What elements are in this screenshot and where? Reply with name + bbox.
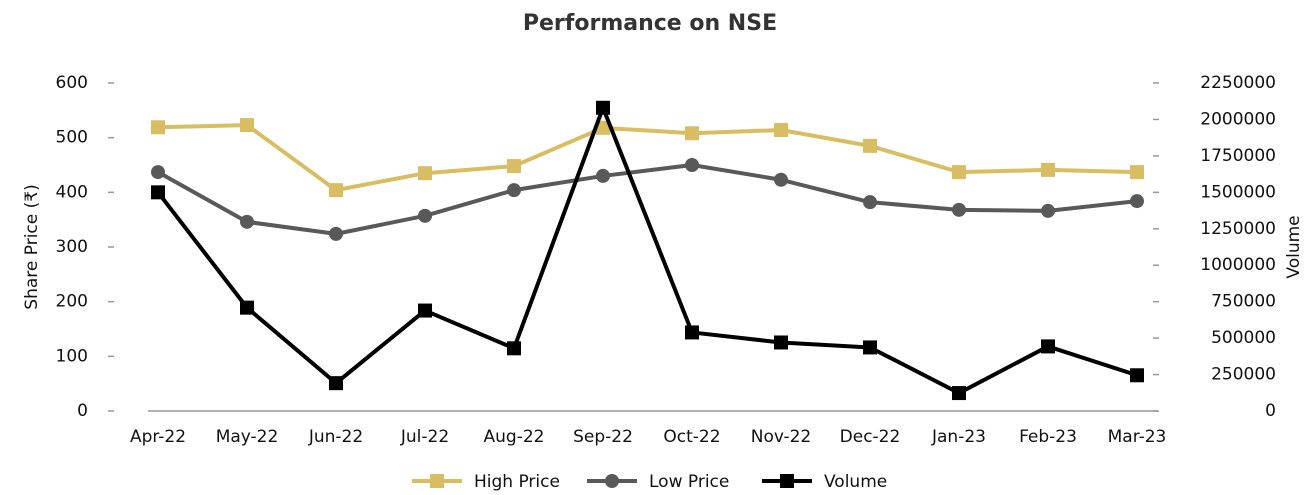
y2-tick-label: 1250000 (1200, 219, 1276, 239)
marker (1130, 368, 1144, 383)
marker (1041, 162, 1055, 177)
marker (863, 138, 877, 153)
y2-tick-label: 2000000 (1200, 109, 1276, 129)
y2-tick-label: 1000000 (1200, 255, 1276, 275)
x-tick-label: May-22 (216, 427, 279, 447)
x-tick-label: Feb-23 (1019, 427, 1077, 447)
marker (329, 226, 343, 241)
marker (685, 158, 699, 172)
y2-tick-label: 1750000 (1200, 146, 1276, 166)
marker (596, 100, 610, 115)
x-tick-label: Mar-23 (1108, 427, 1167, 447)
marker (418, 208, 432, 223)
x-tick-label: Jul-22 (400, 427, 449, 447)
marker (1130, 165, 1144, 180)
marker (418, 166, 432, 181)
x-tick-label: Oct-22 (663, 427, 720, 447)
x-tick-label: Aug-22 (484, 427, 545, 447)
marker (685, 126, 699, 141)
marker (780, 474, 794, 488)
marker (1041, 203, 1055, 218)
marker (418, 303, 432, 318)
marker (151, 165, 165, 180)
y-axis-label: Share Price (₹) (22, 184, 42, 309)
marker (151, 120, 165, 135)
marker (240, 300, 254, 315)
marker (685, 325, 699, 340)
marker (507, 159, 521, 174)
series-line (157, 123, 1138, 193)
marker (596, 168, 610, 183)
y2-tick-label: 1500000 (1200, 182, 1276, 202)
marker (952, 386, 966, 401)
legend-label: Low Price (649, 472, 729, 492)
x-tick-label: Apr-22 (130, 427, 186, 447)
y2-tick-label: 250000 (1211, 365, 1276, 385)
series-line (156, 105, 1138, 396)
marker (605, 474, 619, 488)
marker (596, 120, 610, 135)
marker (329, 183, 343, 198)
marker (774, 172, 788, 187)
marker (1130, 194, 1144, 209)
chart-title: Performance on NSE (523, 11, 777, 36)
legend-label: Volume (824, 472, 887, 492)
x-tick-label: Nov-22 (751, 427, 812, 447)
x-tick-label: Dec-22 (840, 427, 901, 447)
marker (151, 185, 165, 200)
y2-tick-label: 0 (1265, 401, 1276, 421)
marker (240, 118, 254, 133)
y-tick-label: 500 (56, 128, 88, 148)
marker (774, 123, 788, 138)
x-tick-label: Sep-22 (573, 427, 633, 447)
y-tick-label: 400 (56, 182, 88, 202)
y-tick-label: 100 (56, 346, 88, 366)
y-tick-label: 200 (56, 292, 88, 312)
x-tick-label: Jan-23 (931, 427, 986, 447)
marker (952, 165, 966, 180)
marker (952, 202, 966, 217)
marker (507, 183, 521, 198)
marker (430, 474, 444, 488)
y2-tick-label: 2250000 (1200, 73, 1276, 93)
marker (774, 335, 788, 350)
y2-tick-label: 750000 (1211, 292, 1276, 312)
marker (863, 340, 877, 355)
y2-tick-label: 500000 (1211, 328, 1276, 348)
marker (507, 341, 521, 356)
y-tick-label: 0 (77, 401, 88, 421)
y-tick-label: 600 (56, 73, 88, 93)
marker (863, 195, 877, 210)
marker (1041, 339, 1055, 354)
y-tick-label: 300 (56, 237, 88, 257)
marker (240, 214, 254, 229)
series-line (157, 163, 1138, 236)
legend-label: High Price (474, 472, 560, 492)
marker (329, 376, 343, 391)
x-tick-label: Jun-22 (308, 427, 363, 447)
y2-axis-label: Volume (1284, 215, 1304, 278)
